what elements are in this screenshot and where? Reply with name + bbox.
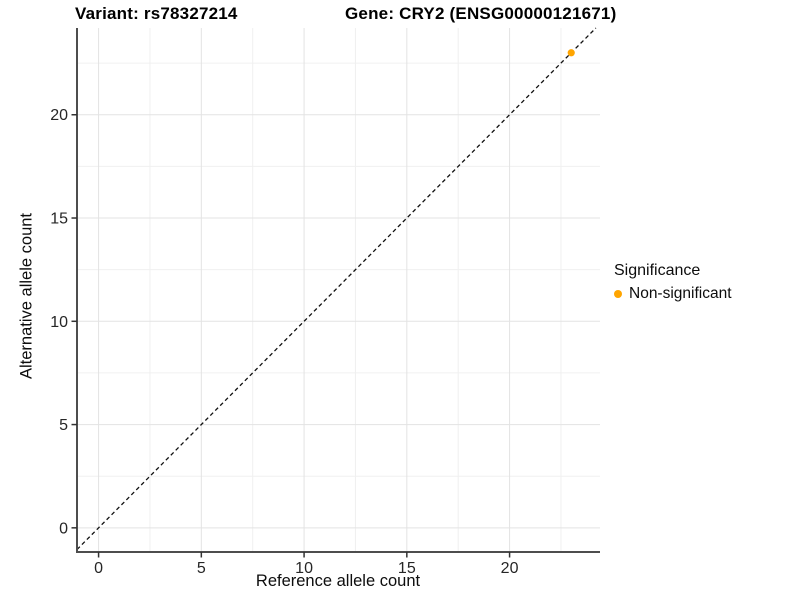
x-axis-title: Reference allele count bbox=[255, 572, 421, 590]
data-point bbox=[567, 49, 575, 57]
y-axis-title: Alternative allele count bbox=[17, 212, 36, 380]
y-tick-label: 0 bbox=[59, 520, 68, 537]
x-tick-label: 10 bbox=[295, 560, 313, 577]
legend: Significance Non-significant bbox=[614, 262, 732, 303]
x-tick-label: 5 bbox=[197, 560, 206, 577]
x-tick-label: 0 bbox=[94, 560, 103, 577]
legend-title: Significance bbox=[614, 262, 701, 279]
legend-point-swatch-icon bbox=[614, 290, 622, 298]
plot-title-gene: Gene: CRY2 (ENSG00000121671) bbox=[345, 4, 617, 23]
legend-entry-label: Non-significant bbox=[629, 285, 732, 302]
identity-dashed-line bbox=[76, 27, 597, 550]
y-tick-label: 20 bbox=[50, 107, 68, 124]
x-tick-label: 20 bbox=[501, 560, 519, 577]
y-tick-label: 10 bbox=[50, 314, 68, 331]
legend-entry: Non-significant bbox=[614, 285, 732, 303]
y-tick-label: 5 bbox=[59, 417, 68, 434]
plot-title-variant: Variant: rs78327214 bbox=[75, 4, 238, 23]
x-tick-label: 15 bbox=[398, 560, 416, 577]
y-tick-label: 15 bbox=[50, 211, 68, 228]
